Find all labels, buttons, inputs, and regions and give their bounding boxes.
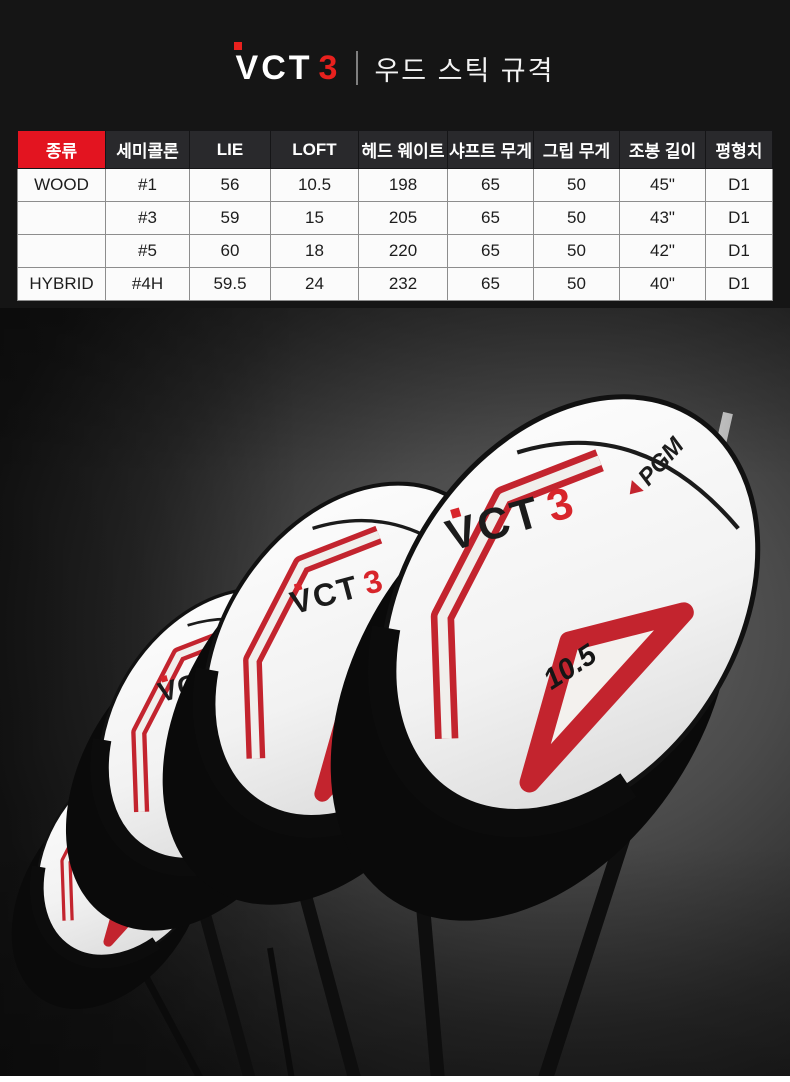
- cell: 42": [619, 234, 706, 268]
- cell: 59: [189, 201, 271, 235]
- cell: #4H: [105, 267, 190, 301]
- cell: 50: [533, 267, 620, 301]
- col-header-head-weight: 헤드 웨이트: [358, 130, 448, 169]
- cell: D1: [705, 267, 773, 301]
- cell: 205: [358, 201, 448, 235]
- cell: D1: [705, 201, 773, 235]
- cell: HYBRID: [17, 267, 106, 301]
- cell: 10.5: [270, 168, 359, 202]
- cell: 50: [533, 234, 620, 268]
- cell: 45": [619, 168, 706, 202]
- title-korean: 우드 스틱 규격: [374, 55, 555, 86]
- table-row: #5 60 18 220 65 50 42" D1: [17, 234, 773, 268]
- spec-table-header-row: 종류 세미콜론 LIE LOFT 헤드 웨이트 샤프트 무게 그립 무게 조봉 …: [17, 130, 773, 169]
- cell: D1: [705, 234, 773, 268]
- shaft-shadow: [267, 947, 295, 1076]
- cell: 60: [189, 234, 271, 268]
- cell: 65: [447, 234, 534, 268]
- cell: 198: [358, 168, 448, 202]
- product-photo: VCT3 424 VCT3: [0, 308, 790, 1076]
- cell: D1: [705, 168, 773, 202]
- cell: 65: [447, 168, 534, 202]
- col-header-number: 세미콜론: [105, 130, 190, 169]
- cell: 15: [270, 201, 359, 235]
- cell: 65: [447, 201, 534, 235]
- title-divider: [356, 51, 359, 85]
- vct3-logo-number: 3: [318, 49, 341, 87]
- cell: 40": [619, 267, 706, 301]
- bottom-white-strip: [0, 1076, 790, 1082]
- cell: [17, 234, 106, 268]
- col-header-length: 조봉 길이: [619, 130, 706, 169]
- col-header-shaft-weight: 샤프트 무게: [447, 130, 534, 169]
- cell: 232: [358, 267, 448, 301]
- cell: WOOD: [17, 168, 106, 202]
- cell: 43": [619, 201, 706, 235]
- spec-table: 종류 세미콜론 LIE LOFT 헤드 웨이트 샤프트 무게 그립 무게 조봉 …: [17, 130, 773, 301]
- vct3-logo: VCT 3: [233, 42, 341, 87]
- cell: #1: [105, 168, 190, 202]
- cell: 65: [447, 267, 534, 301]
- cell: 59.5: [189, 267, 271, 301]
- cell: 220: [358, 234, 448, 268]
- cell: #3: [105, 201, 190, 235]
- cell: 24: [270, 267, 359, 301]
- table-row: HYBRID #4H 59.5 24 232 65 50 40" D1: [17, 267, 773, 301]
- col-header-lie: LIE: [189, 130, 271, 169]
- cell: 18: [270, 234, 359, 268]
- table-row: #3 59 15 205 65 50 43" D1: [17, 201, 773, 235]
- cell: [17, 201, 106, 235]
- page-title: VCT 3 우드 스틱 규격: [0, 42, 790, 90]
- cell: #5: [105, 234, 190, 268]
- logo-red-dot: [233, 42, 242, 50]
- cell: 56: [189, 168, 271, 202]
- cell: 50: [533, 201, 620, 235]
- cell: 50: [533, 168, 620, 202]
- col-header-grip-weight: 그립 무게: [533, 130, 620, 169]
- col-header-type: 종류: [17, 130, 106, 169]
- table-row: WOOD #1 56 10.5 198 65 50 45" D1: [17, 168, 773, 202]
- clubs-illustration: VCT3 424 VCT3: [0, 308, 790, 1076]
- club-driver-1: PGM VCT3 10.5: [245, 326, 790, 1076]
- col-header-loft: LOFT: [270, 130, 359, 169]
- vct3-logo-text: VCT: [233, 42, 313, 85]
- col-header-balance: 평형치: [705, 130, 773, 169]
